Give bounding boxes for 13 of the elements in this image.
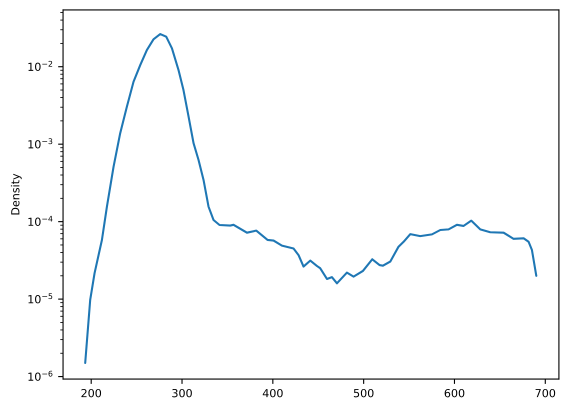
y-tick-label: 10$^{−5}$ bbox=[28, 293, 52, 304]
x-tick-label: 400 bbox=[262, 388, 283, 398]
y-tick-label: 10$^{−6}$ bbox=[28, 370, 52, 381]
y-tick-label: 10$^{−3}$ bbox=[28, 138, 52, 148]
x-tick-label: 200 bbox=[81, 388, 102, 398]
x-tick-label: 600 bbox=[444, 388, 464, 398]
x-tick-label: 700 bbox=[536, 388, 556, 398]
y-axis-title: Density bbox=[10, 174, 22, 215]
y-tick-label: 10$^{−2}$ bbox=[28, 60, 52, 72]
y-tick-label: 10$^{−4}$ bbox=[28, 216, 52, 226]
x-tick-label: 500 bbox=[354, 388, 374, 398]
line-series bbox=[84, 33, 538, 364]
x-tick-label: 300 bbox=[172, 388, 192, 398]
